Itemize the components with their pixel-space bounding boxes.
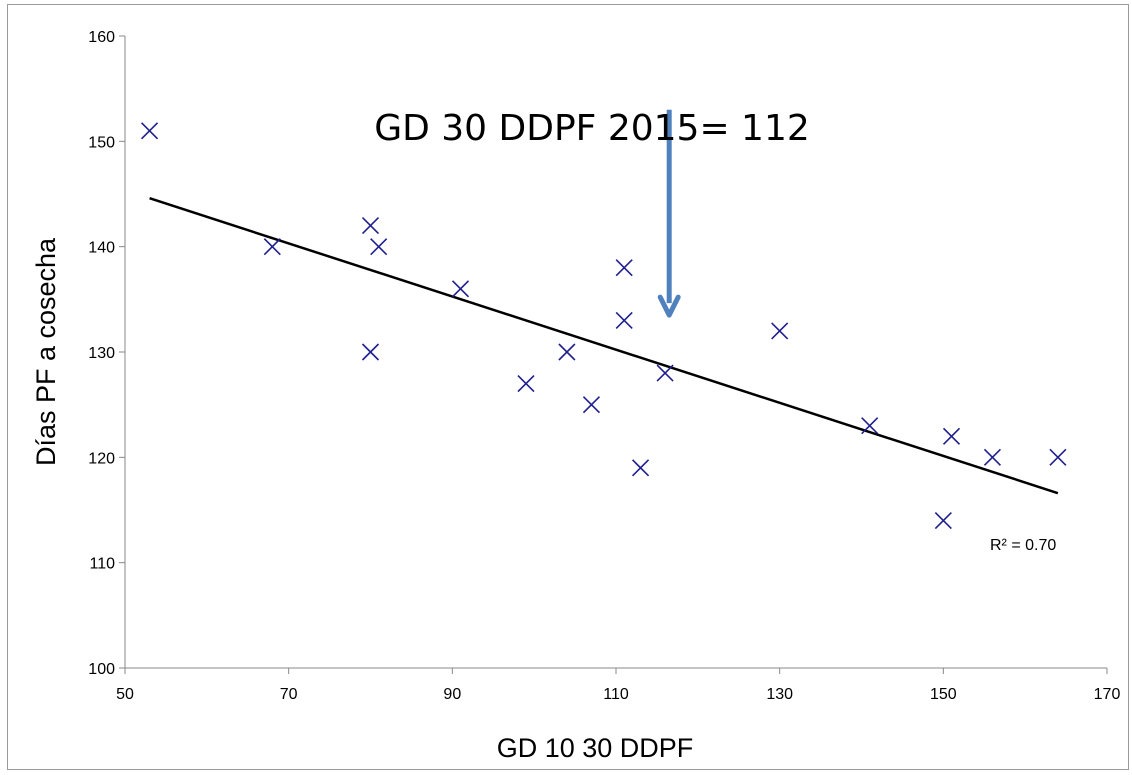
data-point (140, 122, 159, 140)
data-point (451, 280, 470, 298)
data-point-stroke (517, 375, 535, 393)
annotation-text: GD 30 DDPF 2015= 112 (374, 108, 810, 149)
chart-frame (7, 4, 1129, 770)
data-point-stroke (615, 259, 633, 277)
data-point-stroke (1049, 448, 1067, 466)
trendline-group (149, 197, 1059, 495)
data-point-stroke (942, 427, 961, 445)
data-point (582, 396, 601, 414)
data-point-stroke (771, 322, 789, 340)
y-tick-label: 160 (88, 29, 115, 46)
data-point (942, 427, 961, 445)
data-point-stroke (370, 238, 388, 256)
data-point (983, 448, 1001, 466)
y-tick-label: 130 (88, 345, 115, 362)
data-point (370, 238, 388, 256)
data-point (517, 375, 535, 393)
ticks: 100 110 120 130 140 150 160 50 70 90 110 130 150 170 (88, 29, 1120, 703)
trendline (149, 197, 1059, 495)
data-points (140, 122, 1067, 530)
y-axis-title: Días PF a cosecha (31, 237, 61, 466)
y-tick-label: 110 (89, 556, 115, 573)
y-tick-label: 120 (88, 450, 115, 467)
data-point-stroke (934, 511, 952, 530)
data-point (771, 322, 789, 340)
data-point-stroke (361, 343, 380, 361)
y-tick-label: 150 (88, 134, 115, 151)
data-point-stroke (656, 364, 674, 382)
data-point (861, 417, 879, 435)
annotation-group (657, 109, 681, 318)
data-point-stroke (558, 343, 576, 361)
x-tick-label: 130 (766, 686, 793, 703)
data-point-stroke (861, 417, 879, 435)
y-tick-label: 100 (88, 661, 115, 678)
data-point-stroke (140, 122, 159, 140)
annotation-arrow-head (657, 294, 681, 318)
data-point (934, 511, 952, 530)
data-point-stroke (582, 396, 601, 414)
r-squared-label: R² = 0.70 (990, 537, 1056, 554)
data-point-stroke (361, 217, 380, 235)
x-tick-label: 90 (443, 686, 461, 703)
data-point (615, 311, 633, 329)
data-point (615, 259, 633, 277)
data-point-stroke (263, 238, 281, 256)
data-point (361, 217, 380, 235)
data-point (558, 343, 576, 361)
x-tick-label: 50 (116, 686, 134, 703)
data-point (656, 364, 674, 382)
y-tick-label: 140 (88, 240, 115, 257)
data-point-stroke (615, 311, 633, 329)
data-point-stroke (631, 459, 650, 477)
x-tick-label: 110 (603, 686, 629, 703)
data-point (263, 238, 281, 256)
data-point (631, 459, 650, 477)
x-axis-title: GD 10 30 DDPF (497, 733, 694, 763)
data-point (361, 343, 380, 361)
x-tick-label: 170 (1094, 686, 1121, 703)
data-point-stroke (451, 280, 470, 298)
x-tick-label: 70 (280, 686, 298, 703)
x-tick-label: 150 (930, 686, 957, 703)
data-point-stroke (983, 448, 1001, 466)
data-point (1049, 448, 1067, 466)
